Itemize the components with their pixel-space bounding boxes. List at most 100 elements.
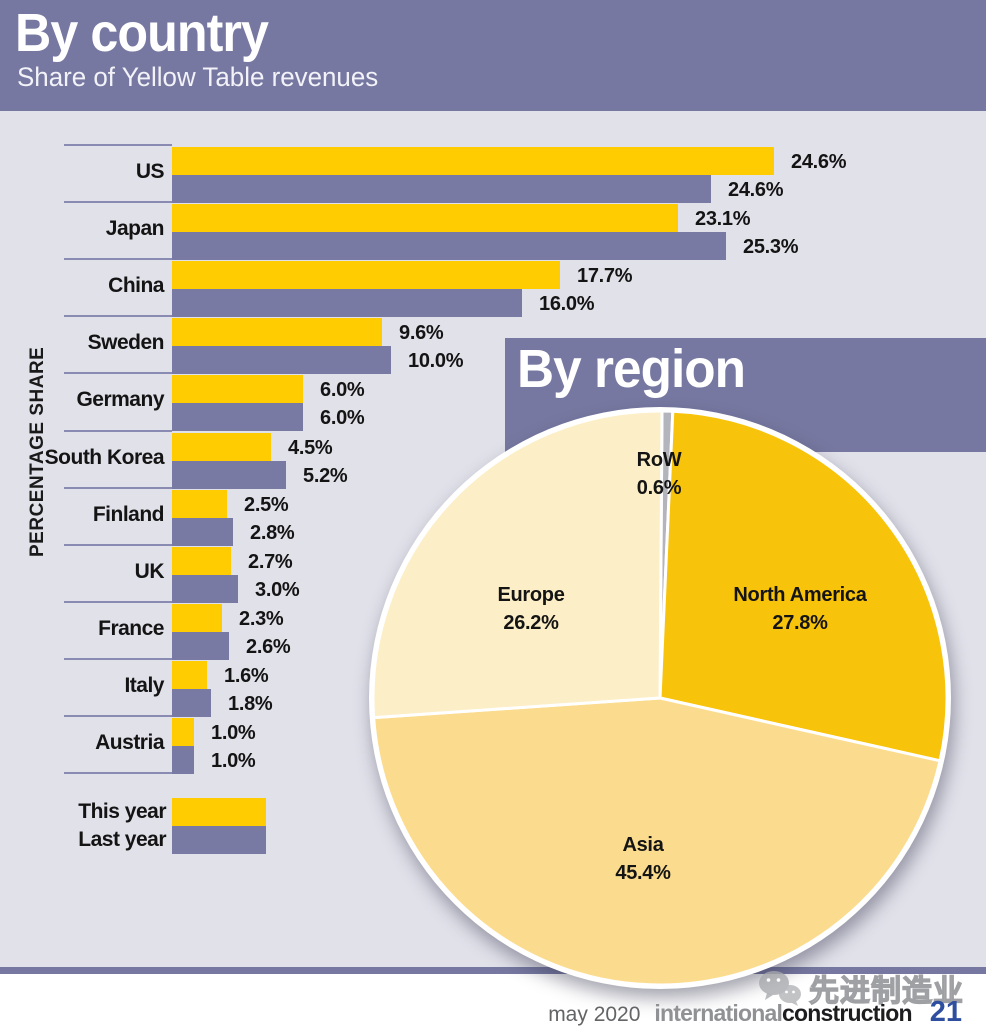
bar-category-label: Finland [92,502,165,526]
bar-value-last-year: 25.3% [743,236,799,259]
bar-value-last-year: 2.8% [250,521,295,544]
bar-last-year [172,289,522,318]
header-band: By country Share of Yellow Table revenue… [0,0,986,111]
bar-group-separator [64,429,172,432]
page-title: By country [15,3,269,63]
bar-group-separator [64,715,172,717]
pie-slice-asia [372,696,942,987]
bar-group-separator [64,543,172,546]
bar-this-year [172,718,194,746]
footer-divider-bar [0,967,986,974]
bar-value-this-year: 2.3% [239,607,284,630]
bar-group-separator [64,258,172,261]
bar-value-last-year: 3.0% [255,578,300,601]
region-title: By region [517,339,746,399]
bar-value-last-year: 6.0% [320,407,365,430]
bar-last-year [172,574,238,603]
bar-this-year [172,432,271,461]
bar-this-year [172,375,303,404]
bar-category-label: Germany [76,388,164,412]
bar-category-label: South Korea [44,445,165,469]
pie-slice-label: Europe 26.2% [411,581,651,637]
watermark: 先进制造业 [757,966,964,1010]
bar-value-last-year: 16.0% [539,293,595,316]
bar-value-last-year: 5.2% [303,464,348,487]
legend-label-last-year: Last year [78,828,166,851]
bar-value-this-year: 24.6% [791,151,847,173]
legend-label-this-year: This year [78,800,166,823]
bar-value-this-year: 2.7% [248,550,293,573]
bar-last-year [172,175,711,203]
page-number: 21 [929,996,962,1028]
bar-value-this-year: 23.1% [695,208,751,231]
bar-last-year [172,460,286,489]
magazine-name-bold: construction [782,1000,912,1026]
bar-this-year [172,261,560,290]
bar-value-this-year: 1.6% [224,664,269,687]
pie-slice-value: 27.8% [772,612,828,634]
bar-category-label: Japan [105,217,165,241]
bar-group-separator [64,144,172,146]
bar-value-last-year: 24.6% [728,179,784,201]
region-header-band: By region [505,338,986,452]
bar-category-label: UK [134,559,165,583]
bar-last-year [172,631,229,660]
footer-date: may 2020 [548,1003,641,1026]
bar-value-last-year: 1.8% [228,692,273,715]
bar-last-year [172,688,211,717]
bar-category-label: France [98,616,164,640]
bar-category-label: Italy [124,673,164,697]
bar-value-this-year: 6.0% [320,379,365,402]
bar-last-year [172,403,303,432]
bar-this-year [172,318,382,347]
bar-value-last-year: 1.0% [211,750,256,772]
bar-group-separator [64,657,172,660]
pie-slice-value: 26.2% [503,612,559,634]
bar-value-this-year: 17.7% [577,265,633,288]
bar-value-last-year: 2.6% [246,635,291,658]
bar-this-year [172,204,678,233]
pie-slice-label: Asia 45.4% [523,831,763,887]
bar-group-separator [64,372,172,375]
legend-swatch-last-year [172,826,266,854]
bar-value-this-year: 4.5% [288,436,333,459]
bar-last-year [172,746,194,774]
bar-this-year [172,546,231,575]
bar-value-this-year: 2.5% [244,493,289,516]
pie-slice-value: 45.4% [615,862,671,884]
bar-category-label: Austria [95,731,164,754]
page-subtitle: Share of Yellow Table revenues [17,62,379,92]
pie-slice-name: RoW [636,449,682,471]
bar-group-separator [64,201,172,204]
pie-slice-north-america [658,409,949,763]
bar-this-year [172,603,222,632]
pie-slice-value: 0.6% [636,477,682,499]
pie-slice-name: North America [733,584,867,606]
pie-slice-label: North America 27.8% [680,581,920,637]
bar-category-label: China [108,274,164,298]
pie-chart [369,407,951,989]
pie-slice-name: Asia [622,834,664,856]
legend-swatch-this-year [172,798,266,826]
wechat-icon [759,971,801,1006]
bar-group-separator [64,486,172,489]
magazine-name-light: international [654,1000,783,1026]
bar-value-this-year: 1.0% [211,722,256,744]
bar-group-separator [64,600,172,603]
watermark-text: 先进制造业 [808,974,964,1008]
bar-category-label: Sweden [87,331,165,355]
bar-value-last-year: 10.0% [408,350,464,373]
bar-last-year [172,346,391,375]
bar-group-separator [64,772,172,775]
bar-value-this-year: 9.6% [399,322,444,345]
pie-slice-name: Europe [497,584,565,606]
bar-last-year [172,517,233,546]
pie-slice-label: RoW 0.6% [539,446,779,502]
pie-slice-europe [371,409,664,720]
bar-this-year [172,147,774,175]
bar-category-label: US [135,160,165,183]
footer-line: may 2020 international construction 21 [548,996,962,1029]
bar-group-separator [64,315,172,318]
bar-this-year [172,489,227,518]
